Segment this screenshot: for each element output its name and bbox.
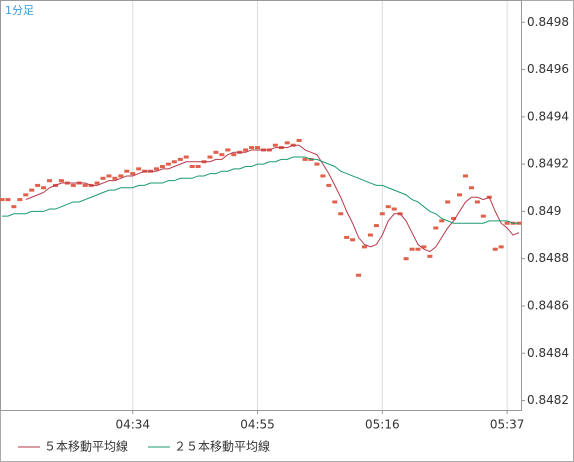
ma-line <box>2 156 519 224</box>
price-point <box>231 153 237 157</box>
price-point <box>474 200 480 204</box>
price-point <box>112 176 118 180</box>
price-point <box>427 254 433 258</box>
price-point <box>457 193 463 197</box>
x-tick-label: 04:55 <box>240 418 275 432</box>
price-point <box>225 148 231 152</box>
y-tick-label: 0.849 <box>527 204 561 218</box>
price-point <box>171 160 177 164</box>
price-point <box>58 179 64 183</box>
legend-label: ２５本移動平均線 <box>174 439 270 454</box>
price-point <box>320 174 326 178</box>
price-point <box>350 238 356 242</box>
price-point <box>302 157 308 161</box>
price-point <box>195 164 201 168</box>
price-point <box>130 172 136 176</box>
price-point <box>29 188 35 192</box>
price-point <box>379 212 385 216</box>
price-point <box>344 235 350 239</box>
price-point <box>421 245 427 249</box>
price-point <box>17 198 23 202</box>
price-point <box>94 181 100 185</box>
price-point <box>165 162 171 166</box>
price-point <box>373 224 379 228</box>
y-tick-label: 0.8486 <box>527 298 569 312</box>
price-point <box>154 167 160 171</box>
price-point <box>463 174 469 178</box>
y-tick-label: 0.8482 <box>527 393 569 407</box>
price-point <box>5 198 11 202</box>
price-point <box>314 162 320 166</box>
price-point <box>332 200 338 204</box>
y-tick-label: 0.8488 <box>527 251 569 265</box>
price-point <box>492 247 498 251</box>
price-point <box>439 219 445 223</box>
price-point <box>403 257 409 261</box>
price-point <box>284 141 290 145</box>
price-point <box>0 198 5 202</box>
price-point <box>124 169 130 173</box>
price-point <box>47 179 53 183</box>
price-point <box>361 245 367 249</box>
price-point <box>255 146 261 150</box>
y-tick-label: 0.8496 <box>527 62 569 76</box>
price-point <box>41 186 47 190</box>
price-point <box>189 164 195 168</box>
price-point <box>415 247 421 251</box>
x-tick-label: 05:37 <box>490 418 525 432</box>
y-tick-label: 0.8484 <box>527 346 569 360</box>
price-point <box>106 174 112 178</box>
price-point <box>207 155 213 159</box>
price-point <box>136 167 142 171</box>
price-point <box>433 226 439 230</box>
price-point <box>177 157 183 161</box>
price-point <box>243 148 249 152</box>
y-tick-label: 0.8498 <box>527 15 569 29</box>
price-point <box>219 153 225 157</box>
price-point <box>213 150 219 154</box>
price-point <box>118 174 124 178</box>
price-point <box>249 146 255 150</box>
price-point <box>451 217 457 221</box>
price-point <box>11 205 17 209</box>
price-point <box>480 214 486 218</box>
price-point <box>356 273 362 277</box>
price-point <box>326 183 332 187</box>
price-point <box>183 155 189 159</box>
price-point <box>100 176 106 180</box>
price-point <box>498 245 504 249</box>
price-point <box>70 183 76 187</box>
chart-title: 1分足 <box>5 4 34 17</box>
price-point <box>468 186 474 190</box>
price-point <box>338 212 344 216</box>
ma-line <box>25 144 520 253</box>
price-point <box>409 247 415 251</box>
price-point <box>445 200 451 204</box>
price-point <box>159 164 165 168</box>
x-tick-label: 05:16 <box>365 418 400 432</box>
price-point <box>385 205 391 209</box>
price-point <box>296 138 302 142</box>
y-tick-label: 0.8494 <box>527 109 569 123</box>
price-point <box>504 221 510 225</box>
price-point <box>82 183 88 187</box>
price-point <box>272 143 278 147</box>
price-point <box>35 183 41 187</box>
y-tick-label: 0.8492 <box>527 157 569 171</box>
price-point <box>391 207 397 211</box>
legend-label: ５本移動平均線 <box>44 439 128 454</box>
price-point <box>367 233 373 237</box>
plot-area <box>0 0 522 411</box>
x-tick-label: 04:34 <box>115 418 150 432</box>
price-point <box>23 193 29 197</box>
